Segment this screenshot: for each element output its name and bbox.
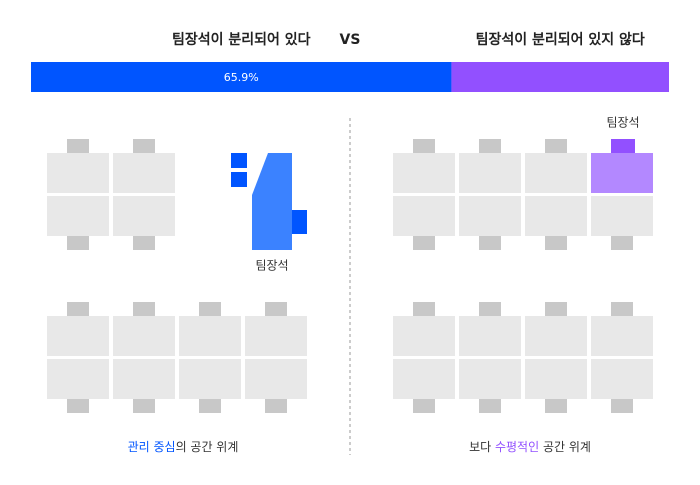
chair [545, 302, 567, 316]
chair [545, 399, 567, 413]
desk [113, 316, 175, 356]
desk [113, 153, 175, 193]
desk [591, 196, 653, 236]
desk [113, 359, 175, 399]
chair [413, 236, 435, 250]
desk [459, 316, 521, 356]
leader-chair [231, 172, 247, 187]
caption-part: 공간 위계 [539, 440, 591, 454]
leader-chair [292, 210, 307, 234]
chair [413, 302, 435, 316]
desk [47, 359, 109, 399]
leader-chair [231, 153, 247, 168]
legend-label: 팀장석이 분리되어 있지 않다 [476, 31, 645, 48]
leader-desk [252, 153, 292, 250]
chair [545, 236, 567, 250]
desk [245, 316, 307, 356]
caption-part: 관리 중심 [128, 440, 176, 454]
chair [67, 302, 89, 316]
desk [525, 316, 587, 356]
desk [47, 153, 109, 193]
desk [525, 153, 587, 193]
legend-label: 팀장석이 분리되어 있다 [172, 31, 311, 48]
chair [265, 399, 287, 413]
desk [591, 316, 653, 356]
chair [199, 302, 221, 316]
chair [199, 399, 221, 413]
desk [525, 196, 587, 236]
desk [459, 359, 521, 399]
leader-label: 팀장석 [606, 116, 639, 130]
vs-label: VS [340, 32, 361, 48]
caption: 관리 중심의 공간 위계 [128, 440, 239, 454]
value-label: 65.9% [224, 71, 259, 84]
bar-segment [31, 62, 452, 92]
desk [525, 359, 587, 399]
desk [459, 153, 521, 193]
caption-part: 보다 [469, 440, 495, 454]
caption-part: 의 공간 위계 [176, 440, 239, 454]
chair [479, 139, 501, 153]
chair [133, 236, 155, 250]
chair [67, 139, 89, 153]
desk [245, 359, 307, 399]
chair [413, 399, 435, 413]
desk [393, 153, 455, 193]
chair [611, 236, 633, 250]
chair [479, 302, 501, 316]
chair [611, 302, 633, 316]
desk [591, 359, 653, 399]
chair [67, 236, 89, 250]
desk [393, 316, 455, 356]
desk [113, 196, 175, 236]
chair [133, 399, 155, 413]
leader-chair [611, 139, 635, 153]
leader-desk [591, 153, 653, 193]
chair [133, 302, 155, 316]
desk [179, 316, 241, 356]
chair [133, 139, 155, 153]
chair [611, 399, 633, 413]
chair [413, 139, 435, 153]
desk [47, 196, 109, 236]
bar-segment [451, 62, 669, 92]
desk [47, 316, 109, 356]
desk [393, 196, 455, 236]
caption: 보다 수평적인 공간 위계 [469, 440, 591, 454]
leader-label: 팀장석 [255, 259, 288, 273]
desk [459, 196, 521, 236]
chair [67, 399, 89, 413]
chair [265, 302, 287, 316]
desk [393, 359, 455, 399]
caption-part: 수평적인 [495, 440, 539, 454]
chair [479, 399, 501, 413]
desk [179, 359, 241, 399]
chair [479, 236, 501, 250]
chair [545, 139, 567, 153]
